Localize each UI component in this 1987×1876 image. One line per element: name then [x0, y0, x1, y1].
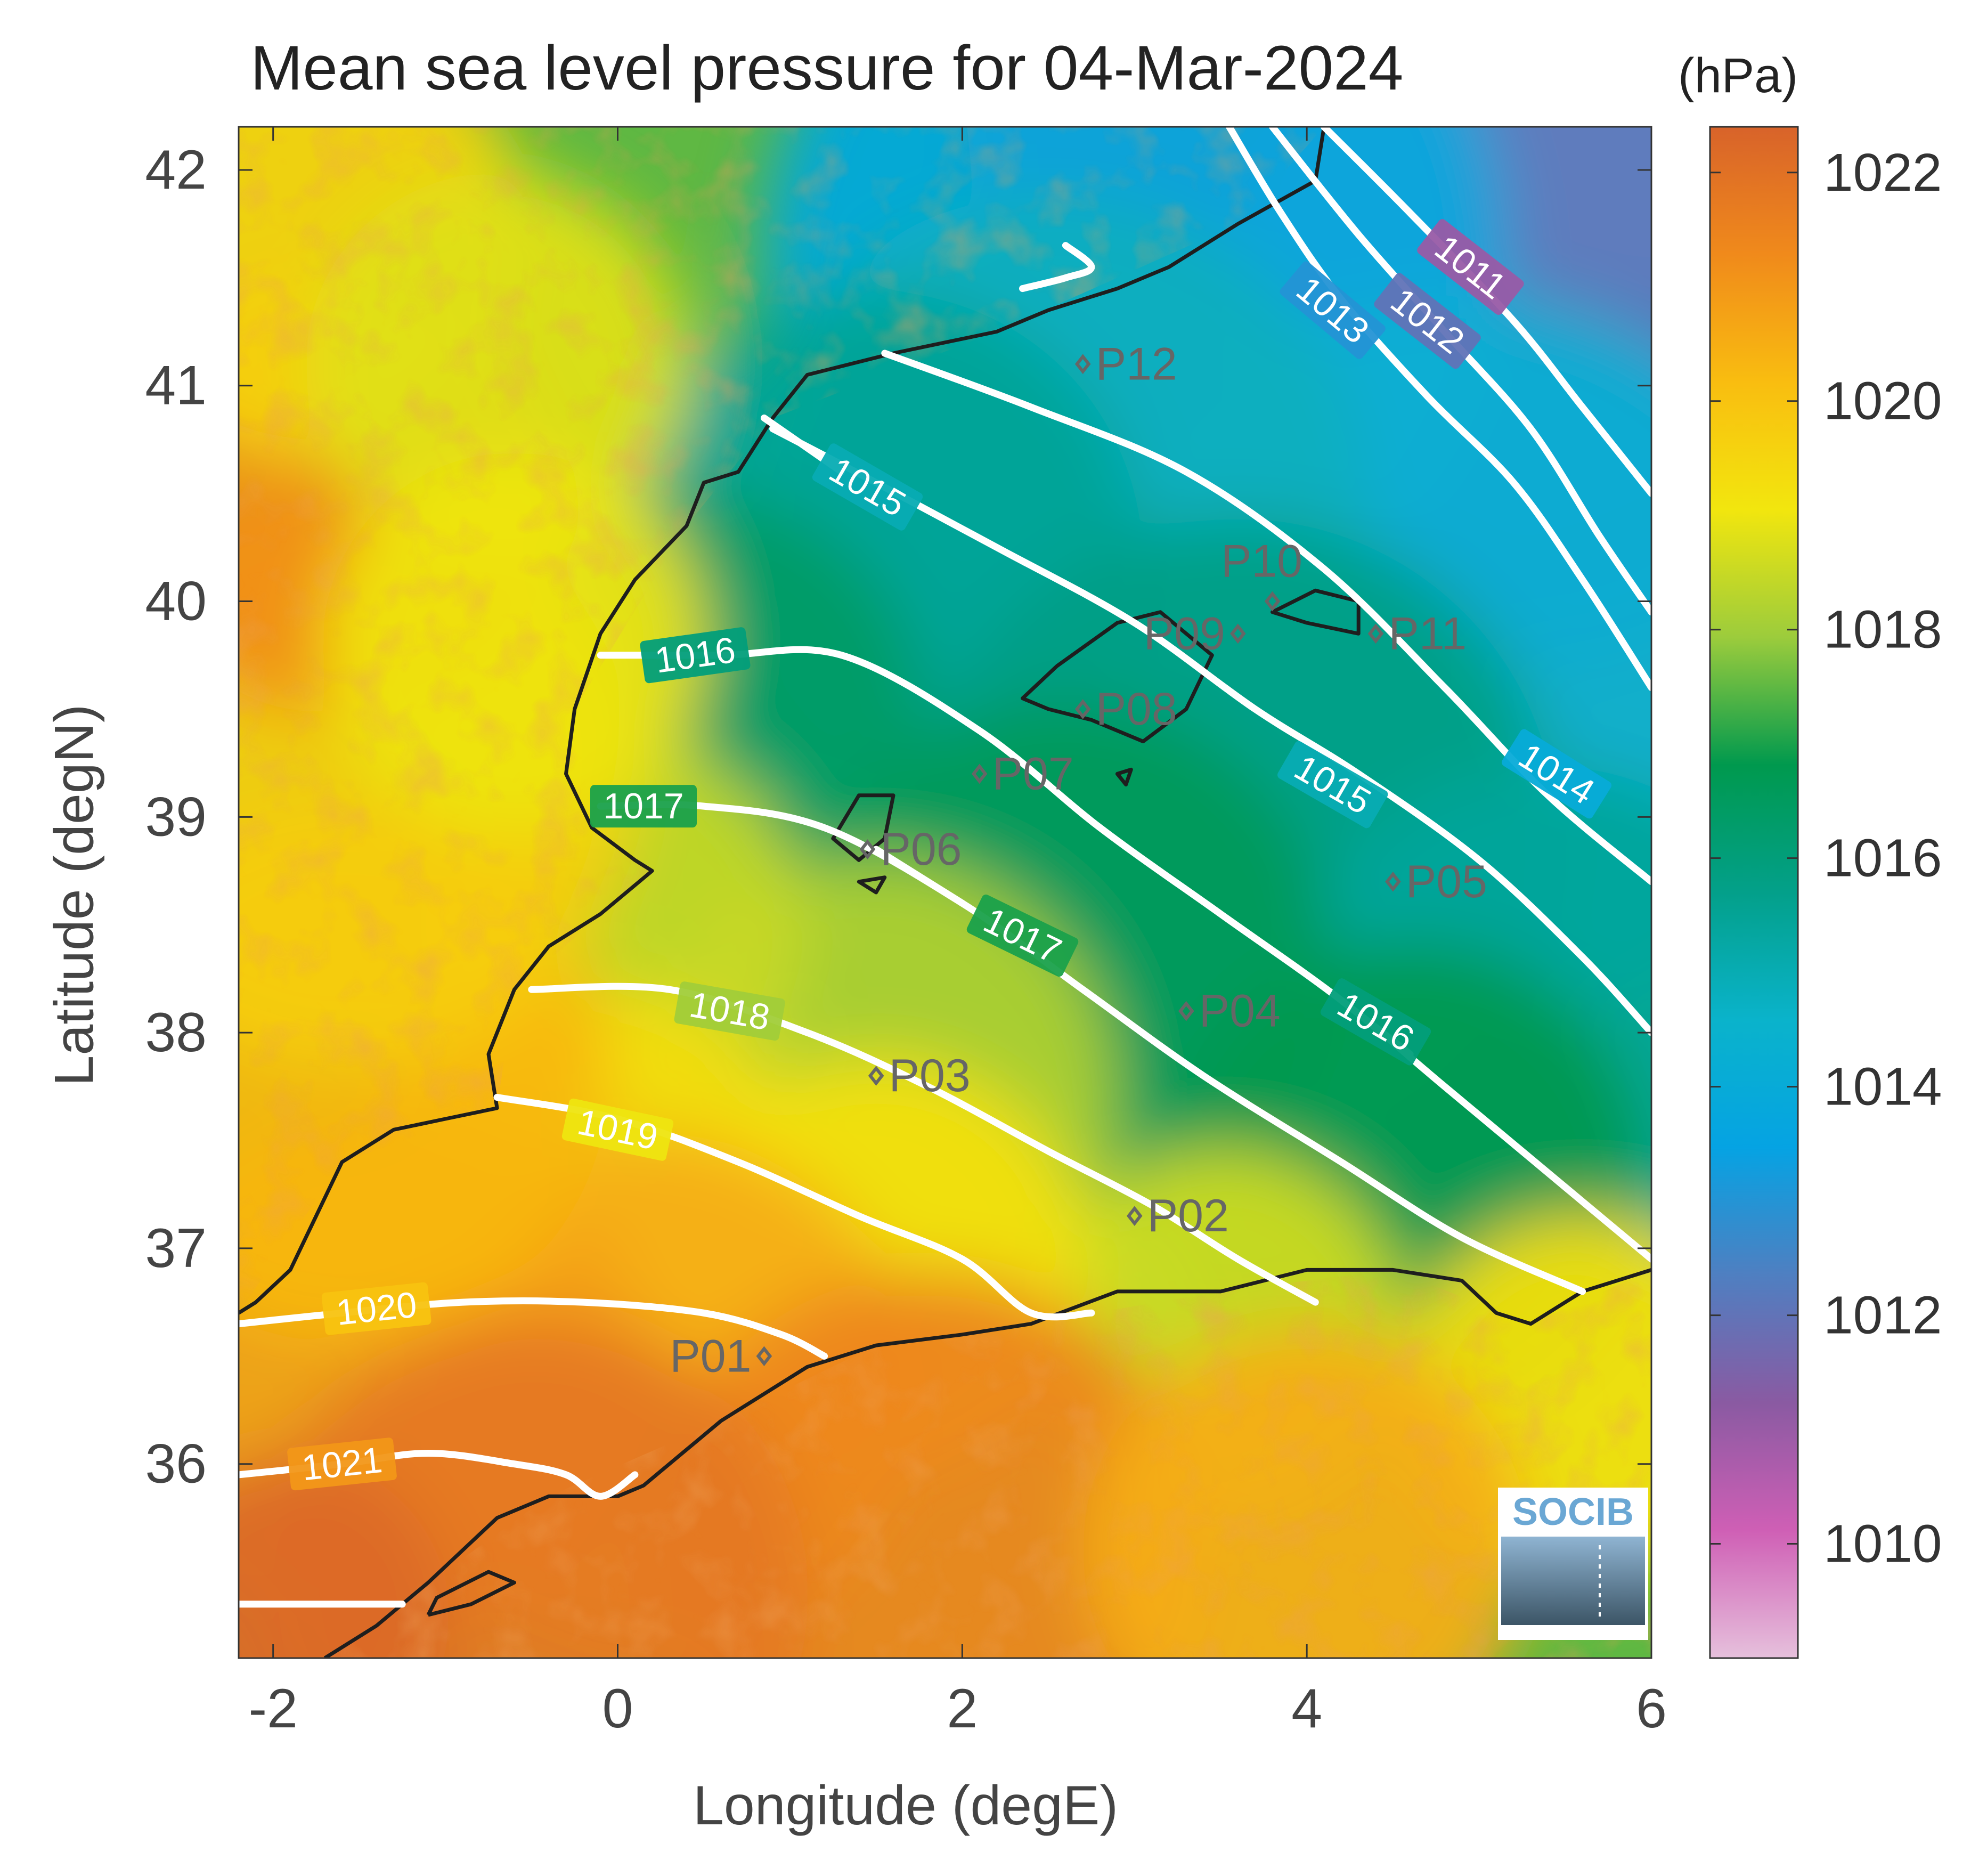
colorbar-tick-label: 1018	[1823, 600, 1942, 660]
map-title: Mean sea level pressure for 04-Mar-2024	[250, 33, 1404, 103]
isobar-1014	[881, 350, 1651, 886]
x-tick-label: 0	[602, 1678, 633, 1740]
x-tick-label: 6	[1636, 1678, 1667, 1740]
coastline-segment	[323, 1268, 1651, 1658]
station-label: P09	[1144, 608, 1225, 659]
x-tick-label: -2	[248, 1678, 297, 1740]
isobar-1018	[528, 982, 1319, 1306]
island-outline	[857, 875, 887, 895]
socib-logo: SOCIB	[1498, 1488, 1648, 1640]
isobar-label-1020: 1020	[321, 1282, 431, 1335]
station-marker	[1074, 354, 1091, 375]
isobar-label-text: 1020	[335, 1285, 419, 1333]
island-outline	[1021, 610, 1214, 744]
map-frame	[238, 126, 1652, 1659]
station-marker	[1229, 623, 1246, 644]
station-p06[interactable]: P06	[859, 824, 962, 875]
isobar-1013	[1226, 127, 1651, 691]
y-tick-label: 39	[145, 786, 207, 848]
station-label: P05	[1406, 856, 1487, 907]
station-p10[interactable]: P10	[1221, 536, 1302, 612]
y-tick-label: 36	[145, 1433, 207, 1495]
station-p07[interactable]: P07	[971, 748, 1074, 799]
isobar-label-1021: 1021	[287, 1438, 397, 1491]
coastline-segment	[426, 1570, 516, 1617]
colorbar-tick-label: 1020	[1823, 371, 1942, 431]
colorbar: 1010 1012 1014 1016 1018 1020 1022	[1709, 126, 1942, 1659]
isobar-label-text: 1021	[300, 1440, 384, 1488]
station-label: P12	[1096, 338, 1177, 389]
colorbar-ticks: 1010 1012 1014 1016 1018 1020 1022	[1710, 143, 1942, 1574]
station-p09[interactable]: P09	[1144, 608, 1246, 659]
station-label: P06	[880, 824, 962, 875]
station-p12[interactable]: P12	[1074, 338, 1177, 389]
station-label: P01	[670, 1330, 751, 1382]
station-label: P07	[992, 748, 1074, 799]
island-outline	[1271, 588, 1361, 636]
station-p03[interactable]: P03	[868, 1050, 971, 1101]
station-label: P10	[1221, 536, 1302, 587]
station-p04[interactable]: P04	[1178, 986, 1281, 1037]
station-marker	[1367, 623, 1384, 644]
y-axis-ticks: 36 37 38 39 40 41 42	[145, 139, 1651, 1495]
x-tick-label: 4	[1291, 1678, 1322, 1740]
station-marker	[859, 839, 876, 859]
x-axis-ticks: -2 0 2 4 6	[248, 127, 1667, 1740]
isobar-label-1016: 1016	[640, 627, 751, 684]
station-marker	[1074, 699, 1091, 719]
y-tick-label: 42	[145, 139, 207, 201]
station-p08[interactable]: P08	[1074, 684, 1177, 735]
map-plot-area: 1011101210131014101510151016101610171017…	[239, 127, 1651, 1658]
station-p02[interactable]: P02	[1126, 1190, 1229, 1241]
y-tick-label: 37	[145, 1217, 207, 1279]
station-marker	[971, 764, 988, 784]
isobar-1017	[597, 801, 1586, 1295]
colorbar-tick-label: 1012	[1823, 1286, 1942, 1345]
x-axis-label: Longitude (degE)	[693, 1775, 1118, 1837]
y-tick-label: 40	[145, 571, 207, 632]
station-marker	[868, 1066, 884, 1086]
isobar-1012	[1269, 127, 1651, 616]
colorbar-units: (hPa)	[1678, 48, 1798, 103]
station-p11[interactable]: P11	[1367, 608, 1467, 659]
land-texture	[239, 127, 1651, 1658]
isobar-1016	[597, 646, 1651, 1263]
station-marker	[1126, 1206, 1143, 1227]
isobar-1015	[769, 425, 1651, 1036]
coastline	[239, 127, 1651, 1658]
station-label: P03	[889, 1050, 971, 1101]
logo-text: SOCIB	[1512, 1491, 1634, 1533]
colorbar-tick-label: 1010	[1823, 1514, 1942, 1574]
station-label: P08	[1096, 684, 1177, 735]
y-tick-label: 38	[145, 1002, 207, 1063]
isobar-1013	[1019, 242, 1095, 293]
station-label: P04	[1199, 986, 1281, 1037]
isobar-1011	[1321, 127, 1651, 497]
station-label: P11	[1389, 608, 1467, 659]
isobar-1017	[873, 846, 966, 907]
isobar-label-text: 1017	[603, 786, 683, 826]
island-outline	[831, 793, 895, 862]
station-p01[interactable]: P01	[670, 1330, 772, 1382]
island-outline	[1115, 767, 1133, 787]
station-marker	[1178, 1001, 1194, 1021]
colorbar-tick-label: 1016	[1823, 829, 1942, 888]
x-tick-label: 2	[947, 1678, 978, 1740]
colorbar-tick-label: 1022	[1823, 143, 1942, 202]
colorbar-tick-label: 1014	[1823, 1057, 1942, 1117]
station-label: P02	[1147, 1190, 1229, 1241]
station-marker	[1385, 871, 1401, 892]
isobar-label-1017: 1017	[590, 785, 697, 828]
y-tick-label: 41	[145, 355, 207, 417]
station-marker	[1264, 591, 1281, 612]
colorbar-gradient	[1709, 126, 1799, 1659]
station-p05[interactable]: P05	[1385, 856, 1487, 907]
station-markers: P01 P02 P03 P04 P05 P06 P07 P08 P09 P10 P11 P12	[670, 338, 1487, 1382]
station-marker	[756, 1346, 772, 1367]
coastline-segment	[239, 127, 1326, 1315]
